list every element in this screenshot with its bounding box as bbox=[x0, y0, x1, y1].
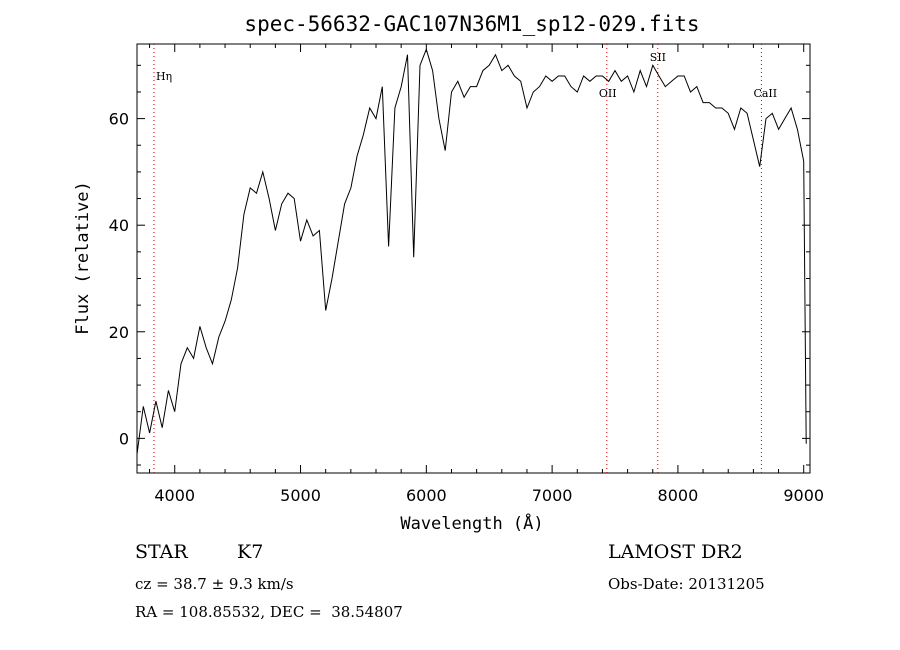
y-tick-label: 60 bbox=[109, 110, 129, 129]
redshift-readout: cz = 38.7 ± 9.3 km/s bbox=[135, 575, 294, 593]
x-axis-label: Wavelength (Å) bbox=[400, 512, 543, 534]
spectral-line-label: OII bbox=[599, 87, 617, 100]
spectral-line-markers: Hη OII SII CaII bbox=[153, 44, 777, 473]
chart-title: spec-56632-GAC107N36M1_sp12-029.fits bbox=[244, 12, 699, 36]
coordinates: RA = 108.85532, DEC = 38.54807 bbox=[135, 603, 403, 621]
obs-date: Obs-Date: 20131205 bbox=[608, 575, 765, 593]
object-subclass: K7 bbox=[237, 541, 264, 563]
y-tick-label: 40 bbox=[109, 216, 129, 235]
x-tick-label: 5000 bbox=[280, 486, 321, 505]
y-axis-ticks: 0 20 40 60 bbox=[109, 64, 810, 466]
plot-frame bbox=[136, 43, 811, 474]
x-tick-label: 6000 bbox=[406, 486, 447, 505]
survey-label: LAMOST DR2 bbox=[608, 541, 743, 563]
y-axis-label: Flux (relative) bbox=[73, 181, 93, 335]
y-tick-label: 20 bbox=[109, 323, 129, 342]
spectral-line-label: CaII bbox=[753, 87, 777, 100]
spectrum-line bbox=[136, 47, 807, 455]
x-tick-label: 9000 bbox=[783, 486, 824, 505]
object-class: STAR bbox=[135, 541, 188, 563]
spectral-line-label: SII bbox=[650, 51, 666, 64]
x-tick-label: 7000 bbox=[532, 486, 573, 505]
x-tick-label: 4000 bbox=[154, 486, 195, 505]
x-axis-ticks: 4000 5000 6000 7000 8000 9000 bbox=[149, 44, 824, 505]
spectral-line-label: Hη bbox=[156, 70, 172, 83]
y-tick-label: 0 bbox=[119, 429, 129, 448]
x-tick-label: 8000 bbox=[658, 486, 699, 505]
